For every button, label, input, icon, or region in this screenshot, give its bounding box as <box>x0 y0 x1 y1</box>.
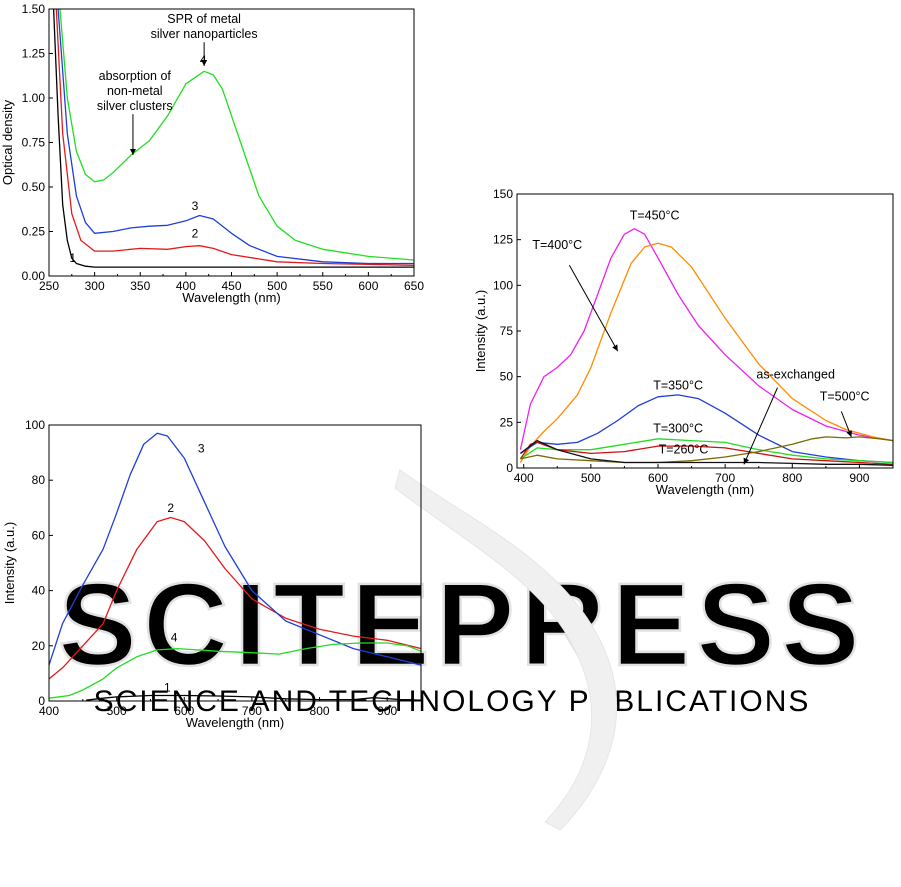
series-line-t400c <box>519 242 893 463</box>
x-tick-label: 900 <box>377 704 397 718</box>
chart-emission-temperature: 400 500 600 700 800 900 0 25 50 75 100 125 150 Wavele… <box>473 187 894 497</box>
y-tick-label: 125 <box>493 233 513 247</box>
series-line-3 <box>49 432 421 666</box>
curve-label: 3 <box>198 442 205 456</box>
x-tick-label: 450 <box>221 279 241 293</box>
series-line-t500c <box>520 436 893 464</box>
y-tick-label: 0.50 <box>22 180 46 194</box>
x-axis-title: Wavelength (nm) <box>182 290 281 305</box>
series-line-1 <box>86 694 421 701</box>
series-label: T=300°C <box>653 421 703 435</box>
curve-label: 4 <box>171 631 178 645</box>
series-line-asexchanged <box>520 439 893 466</box>
series-label: T=260°C <box>659 442 709 456</box>
curve-label: 4 <box>200 53 207 67</box>
x-tick-label: 700 <box>242 704 262 718</box>
x-tick-label: 500 <box>267 279 287 293</box>
x-tick-label: 550 <box>313 279 333 293</box>
x-tick-label: 800 <box>782 471 802 485</box>
x-tick-label: 600 <box>358 279 378 293</box>
curve-label: 2 <box>192 227 199 241</box>
x-tick-label: 500 <box>107 704 127 718</box>
series-line-2 <box>49 516 421 680</box>
series-line-t450c <box>519 228 893 450</box>
series-line-2 <box>55 9 414 266</box>
y-tick-label: 150 <box>493 187 513 201</box>
y-tick-label: 0.75 <box>22 136 46 150</box>
chart-absorption: 250 300 350 400 450 500 550 600 650 0.00 0.25 0.50 0… <box>0 2 424 305</box>
watermark-swoosh <box>394 469 618 831</box>
series-line-3 <box>57 9 414 265</box>
x-tick-label: 350 <box>130 279 150 293</box>
y-tick-label: 60 <box>32 528 46 542</box>
chart-emission-curves: 400 500 600 700 800 900 0 20 40 60 80 100 Wavelength… <box>2 418 422 730</box>
x-tick-label: 900 <box>849 471 869 485</box>
x-tick-label: 400 <box>514 471 534 485</box>
plot-frame <box>48 8 415 277</box>
curve-label: 1 <box>69 251 76 265</box>
annotation-text: silver clusters <box>97 99 173 113</box>
annotation-text: silver nanoparticles <box>151 27 258 41</box>
annotation-text: non-metal <box>107 84 163 98</box>
y-tick-label: 1.00 <box>22 91 46 105</box>
x-tick-label: 500 <box>581 471 601 485</box>
y-tick-label: 0 <box>506 461 513 475</box>
y-tick-label: 0 <box>38 694 45 708</box>
y-tick-label: 100 <box>493 278 513 292</box>
x-tick-label: 600 <box>174 704 194 718</box>
x-tick-label: 600 <box>648 471 668 485</box>
series-label: T=500°C <box>820 389 870 403</box>
series-line-1 <box>52 9 414 268</box>
y-axis-title: Intensity (a.u.) <box>2 522 17 604</box>
y-tick-label: 80 <box>32 473 46 487</box>
label-arrow <box>840 411 852 438</box>
annotation-text: SPR of metal <box>167 12 241 26</box>
y-tick-label: 1.50 <box>22 2 46 16</box>
y-tick-label: 20 <box>32 639 46 653</box>
y-tick-label: 1.25 <box>22 47 46 61</box>
x-tick-label: 250 <box>39 279 59 293</box>
y-axis-title: Optical density <box>0 99 15 185</box>
watermark: SCITEPRESS SCIENCE AND TECHNOLOGY PUBLIC… <box>57 469 866 831</box>
plot-frame <box>516 193 894 469</box>
y-axis-title: Intensity (a.u.) <box>473 290 488 372</box>
x-tick-label: 400 <box>39 704 59 718</box>
y-tick-label: 0.00 <box>22 269 46 283</box>
series-line-4 <box>59 9 414 261</box>
series-line-t260c <box>519 441 893 465</box>
series-label: T=400°C <box>532 238 582 252</box>
curve-label: 1 <box>164 680 171 694</box>
x-tick-label: 700 <box>715 471 735 485</box>
label-arrow <box>743 387 778 465</box>
series-line-t350c <box>520 394 893 464</box>
y-tick-label: 100 <box>25 418 45 432</box>
x-tick-label: 800 <box>310 704 330 718</box>
x-tick-label: 300 <box>85 279 105 293</box>
label-arrow <box>568 264 619 352</box>
y-tick-label: 40 <box>32 584 46 598</box>
plot-frame <box>48 424 422 702</box>
y-tick-label: 75 <box>500 324 514 338</box>
curve-label: 3 <box>192 199 199 213</box>
curve-label: 2 <box>167 501 174 515</box>
series-label: T=350°C <box>653 378 703 392</box>
series-line-4 <box>49 642 421 699</box>
series-label: as-exchanged <box>756 367 835 381</box>
x-tick-label: 400 <box>176 279 196 293</box>
annotation-text: absorption of <box>99 69 172 83</box>
x-axis-title: Wavelength (nm) <box>186 715 285 730</box>
x-tick-label: 650 <box>404 279 424 293</box>
y-tick-label: 0.25 <box>22 225 46 239</box>
x-axis-title: Wavelength (nm) <box>656 482 755 497</box>
y-tick-label: 50 <box>500 370 514 384</box>
y-tick-label: 25 <box>500 415 514 429</box>
watermark-text: SCITEPRESS <box>58 559 866 691</box>
series-label: T=450°C <box>630 209 680 223</box>
